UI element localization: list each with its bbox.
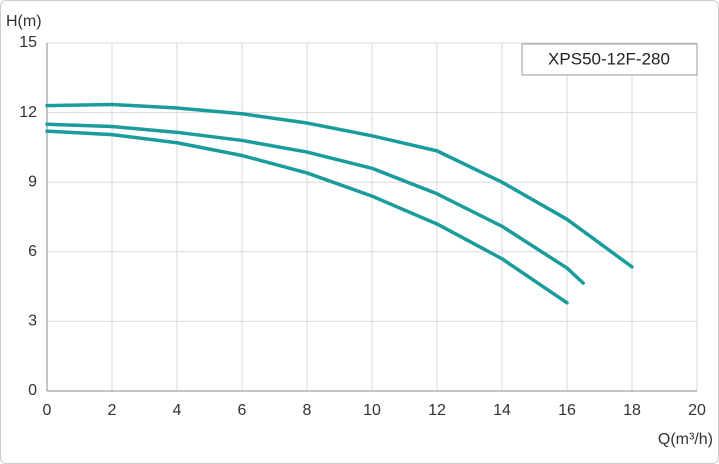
x-tick-label: 8 <box>303 402 312 419</box>
pump-curve <box>45 129 569 305</box>
y-tick-label: 0 <box>28 382 37 399</box>
x-tick-label: 4 <box>173 402 182 419</box>
x-tick-label: 16 <box>558 402 576 419</box>
x-axis-label: Q(m³/h) <box>658 431 713 448</box>
x-tick-label: 2 <box>108 402 117 419</box>
grid <box>46 42 698 392</box>
y-tick-label: 6 <box>28 243 37 260</box>
x-tick-label: 18 <box>623 402 641 419</box>
x-tick-label: 6 <box>238 402 247 419</box>
x-tick-label: 10 <box>363 402 381 419</box>
x-tick-label: 14 <box>493 402 511 419</box>
chart-title: XPS50-12F-280 <box>548 49 670 68</box>
y-tick-label: 3 <box>28 313 37 330</box>
title-box <box>521 43 698 76</box>
x-tick-label: 20 <box>688 402 706 419</box>
pump-curve <box>45 102 634 269</box>
y-tick-label: 9 <box>28 173 37 190</box>
y-tick-label: 12 <box>19 104 37 121</box>
y-tick-label: 15 <box>19 34 37 51</box>
x-tick-label: 0 <box>43 402 52 419</box>
x-tick-label: 12 <box>428 402 446 419</box>
pump-curve <box>45 122 585 285</box>
y-axis-label: H(m) <box>6 13 42 30</box>
